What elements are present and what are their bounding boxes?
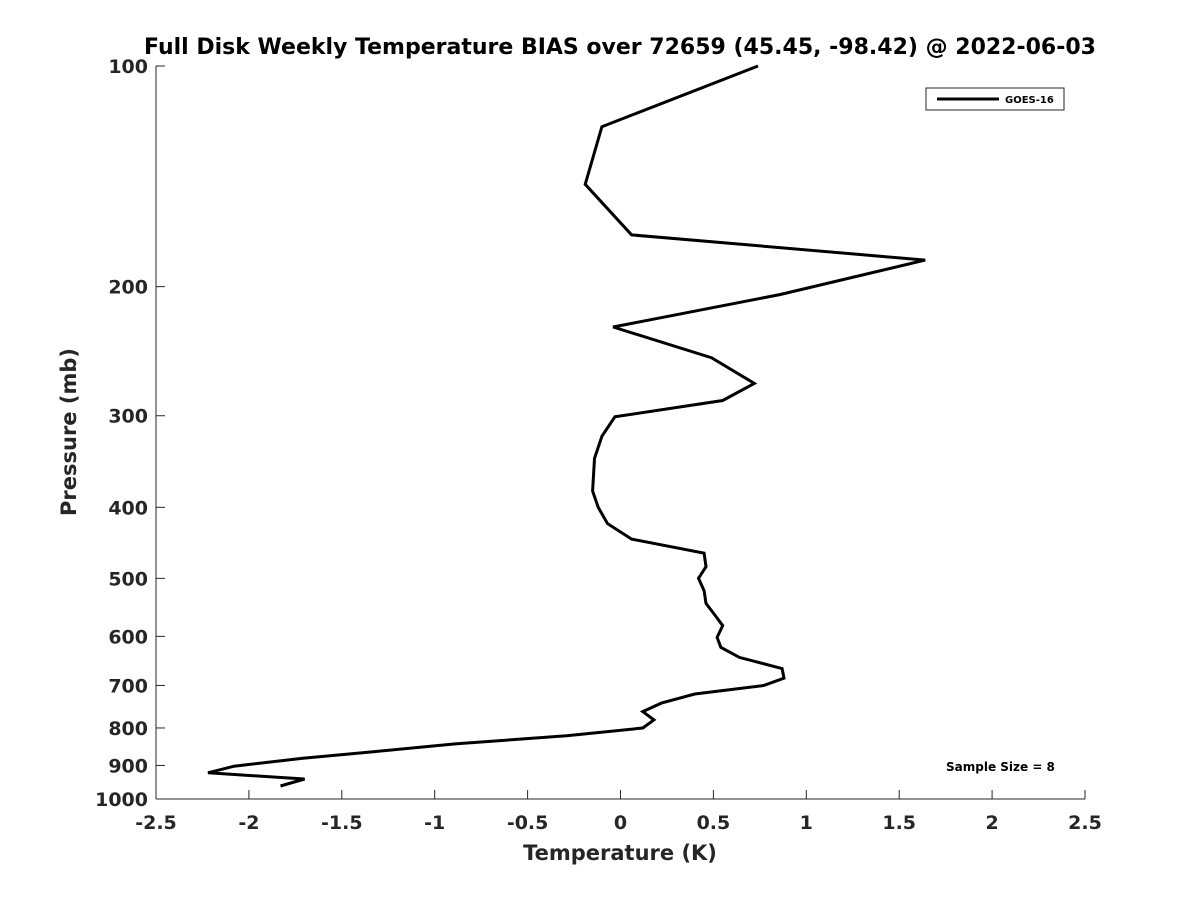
sample-size-annotation: Sample Size = 8 [946, 760, 1055, 774]
x-tick-label: -2.5 [135, 812, 177, 834]
y-tick-label: 600 [108, 626, 148, 648]
y-tick-label: 200 [108, 277, 148, 299]
y-tick-label: 500 [108, 568, 148, 590]
y-tick-label: 300 [108, 406, 148, 428]
x-tick-label: 0.5 [697, 812, 731, 834]
y-tick-label: 400 [108, 497, 148, 519]
y-tick-label: 900 [108, 755, 148, 777]
legend-label-goes-16: GOES-16 [1005, 95, 1054, 106]
x-tick-label: 0 [614, 812, 627, 834]
x-ticks: -2.5 -2 -1.5 -1 -0.5 0 0.5 1 1.5 2 2.5 [135, 790, 1102, 834]
x-tick-label: 1 [800, 812, 813, 834]
plot-area [156, 66, 1085, 799]
x-tick-label: 1.5 [882, 812, 916, 834]
x-tick-label: -1 [424, 812, 445, 834]
x-axis-label: Temperature (K) [523, 841, 717, 865]
y-ticks: 100 200 300 400 500 600 700 800 900 1000 [95, 56, 165, 811]
y-tick-label: 1000 [95, 789, 148, 811]
chart-title: Full Disk Weekly Temperature BIAS over 7… [144, 35, 1096, 60]
legend: GOES-16 [925, 87, 1065, 111]
x-tick-label: 2.5 [1068, 812, 1102, 834]
y-axis-label: Pressure (mb) [57, 348, 81, 516]
x-tick-label: -0.5 [507, 812, 549, 834]
x-tick-label: 2 [985, 812, 998, 834]
y-tick-label: 700 [108, 675, 148, 697]
series-layer [207, 64, 926, 788]
x-tick-label: -1.5 [321, 812, 363, 834]
y-tick-label: 100 [108, 56, 148, 78]
series-line-goes-16 [207, 64, 926, 788]
y-tick-label: 800 [108, 718, 148, 740]
x-tick-label: -2 [238, 812, 259, 834]
